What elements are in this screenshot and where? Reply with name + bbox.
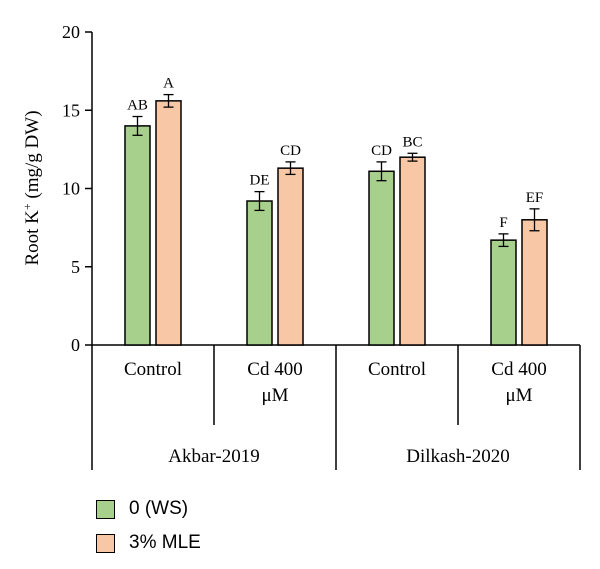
x-category-label: Control (368, 359, 426, 380)
labels: Control Cd 400 μM Control Cd 400 μM Akbar-2019… (124, 76, 547, 467)
significance-letter: CD (280, 143, 301, 159)
x-category-label: μM (505, 385, 532, 406)
bar (521, 219, 548, 346)
y-axis-label: Root K+ (mg/g DW) (20, 110, 43, 265)
legend-label-ws: 0 (WS) (129, 498, 189, 519)
bar (155, 100, 182, 346)
significance-letter: EF (526, 190, 544, 206)
legend-swatch-ws (96, 499, 115, 519)
legend-label-mle: 3% MLE (129, 532, 201, 553)
y-tick-label: 5 (71, 257, 80, 277)
bar (490, 239, 517, 346)
bar (399, 156, 426, 346)
y-tick-label: 10 (62, 179, 80, 199)
significance-letter: AB (127, 98, 148, 114)
x-category-label: μM (261, 385, 288, 406)
bar (124, 125, 151, 346)
significance-letter: F (499, 215, 507, 231)
legend-swatch-mle (96, 533, 115, 553)
y-tick-label: 20 (62, 22, 80, 42)
legend: 0 (WS) 3% MLE (96, 492, 201, 560)
chart: 0 5 10 15 20 Control Cd 400 μM Control Cd 400 μM A… (20, 22, 581, 470)
y-tick-label: 15 (62, 100, 80, 120)
x-category-label: Control (124, 359, 182, 380)
x-group-label: Akbar-2019 (168, 446, 259, 467)
significance-letter: DE (250, 173, 270, 189)
x-category-label: Cd 400 (491, 359, 546, 380)
significance-letter: A (163, 76, 174, 92)
x-group-label: Dilkash-2020 (406, 446, 509, 467)
bar (368, 170, 395, 346)
significance-letter: CD (371, 143, 392, 159)
significance-letter: BC (402, 134, 422, 150)
bars (124, 93, 548, 346)
bar (277, 167, 304, 346)
y-tick-label: 0 (71, 335, 80, 355)
bar (246, 200, 273, 346)
x-category-label: Cd 400 (247, 359, 302, 380)
legend-item-mle: 3% MLE (96, 526, 201, 560)
legend-item-ws: 0 (WS) (96, 492, 201, 526)
